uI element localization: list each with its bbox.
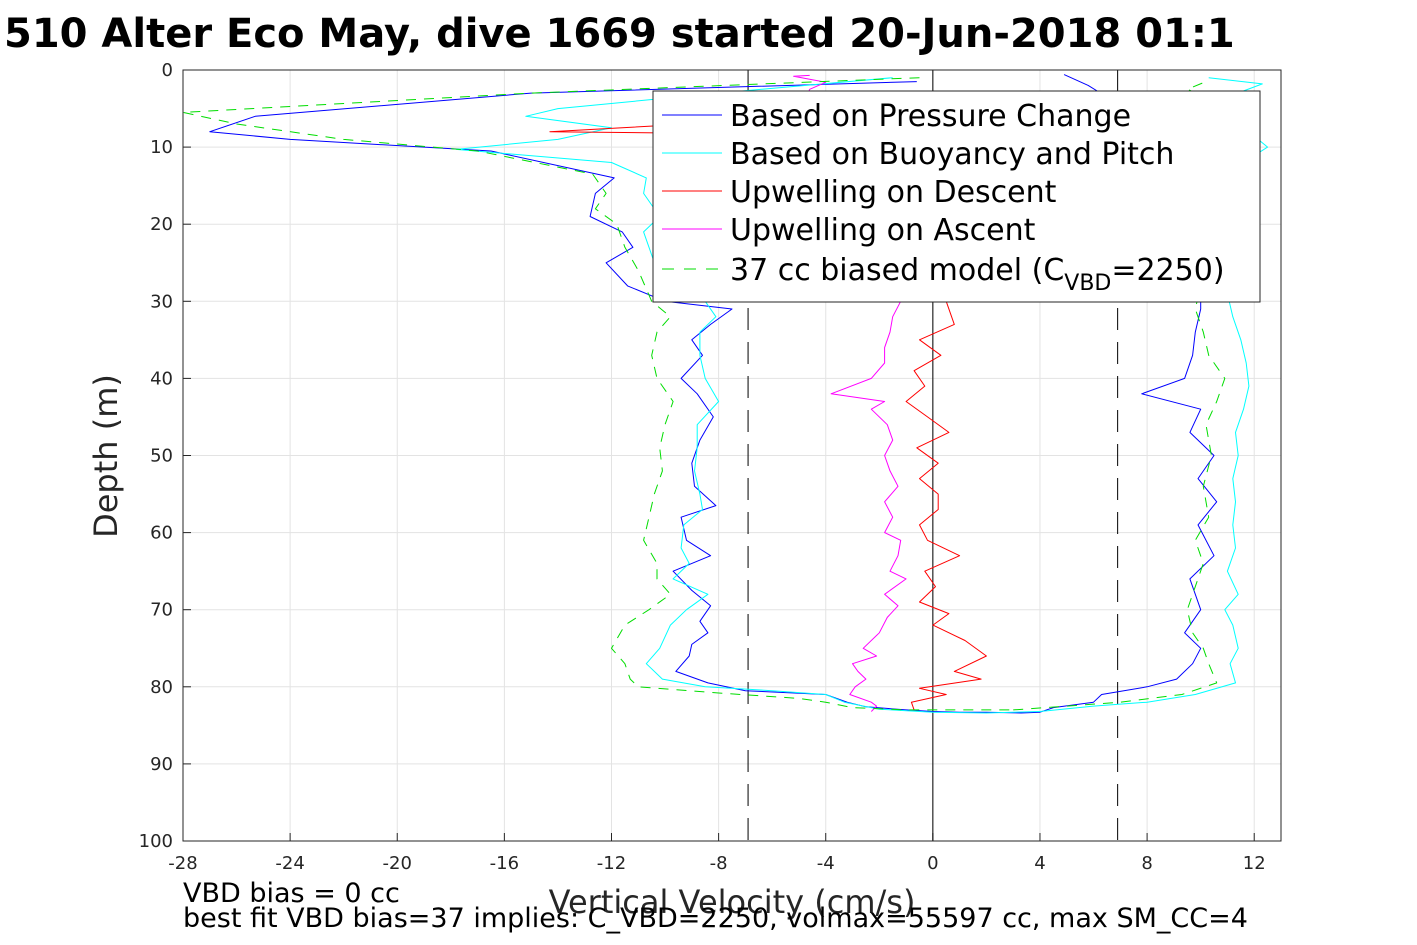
y-tick-label: 20: [150, 214, 173, 235]
x-tick-label: -4: [817, 853, 835, 874]
y-tick-label: 10: [150, 137, 173, 158]
x-tick-label: -16: [490, 853, 519, 874]
x-tick-label: -24: [275, 853, 304, 874]
x-tick-label: 12: [1243, 853, 1266, 874]
legend-label-model: 37 cc biased model (CVBD=2250): [730, 253, 1225, 296]
x-tick-label: 8: [1141, 853, 1152, 874]
legend-label-buoyancy: Based on Buoyancy and Pitch: [730, 137, 1174, 172]
x-tick-labels: -28 -24 -20 -16 -12 -8 -4 0 4 8 12: [168, 853, 1265, 874]
best-fit-note: best fit VBD bias=37 implies: C_VBD=2250…: [183, 903, 1248, 934]
y-tick-label: 100: [139, 831, 173, 852]
plot-frame: [182, 69, 1282, 842]
chart-title: 510 Alter Eco May, dive 1669 started 20-…: [4, 11, 1235, 57]
y-tick-label: 90: [150, 754, 173, 775]
y-axis-label: Depth (m): [87, 374, 125, 538]
legend-label-ascent: Upwelling on Ascent: [730, 213, 1036, 248]
y-tick-label: 40: [150, 368, 173, 389]
series-line: [183, 77, 1014, 711]
y-tick-label: 0: [162, 60, 173, 81]
legend-label-descent: Upwelling on Descent: [730, 175, 1057, 210]
y-tick-label: 60: [150, 523, 173, 544]
x-tick-label: 4: [1034, 853, 1045, 874]
y-tick-label: 70: [150, 600, 173, 621]
y-tick-label: 50: [150, 446, 173, 467]
legend-box: [652, 90, 1261, 303]
y-tick-labels: 0 10 20 30 40 50 60 70 80 90 100: [139, 60, 173, 852]
x-tick-label: -20: [383, 853, 412, 874]
x-tick-label: -8: [710, 853, 728, 874]
y-tick-label: 80: [150, 677, 173, 698]
x-axis-label: Vertical Velocity (cm/s): [549, 883, 916, 921]
x-tick-label: -12: [597, 853, 626, 874]
y-tick-label: 30: [150, 291, 173, 312]
x-tick-label: -28: [168, 853, 197, 874]
x-tick-label: 0: [927, 853, 938, 874]
legend-label-pressure: Based on Pressure Change: [730, 99, 1131, 134]
legend: Based on Pressure Change Based on Buoyan…: [652, 90, 1261, 303]
series-line: [455, 77, 1041, 714]
vbd-bias-note: VBD bias = 0 cc: [183, 878, 400, 909]
